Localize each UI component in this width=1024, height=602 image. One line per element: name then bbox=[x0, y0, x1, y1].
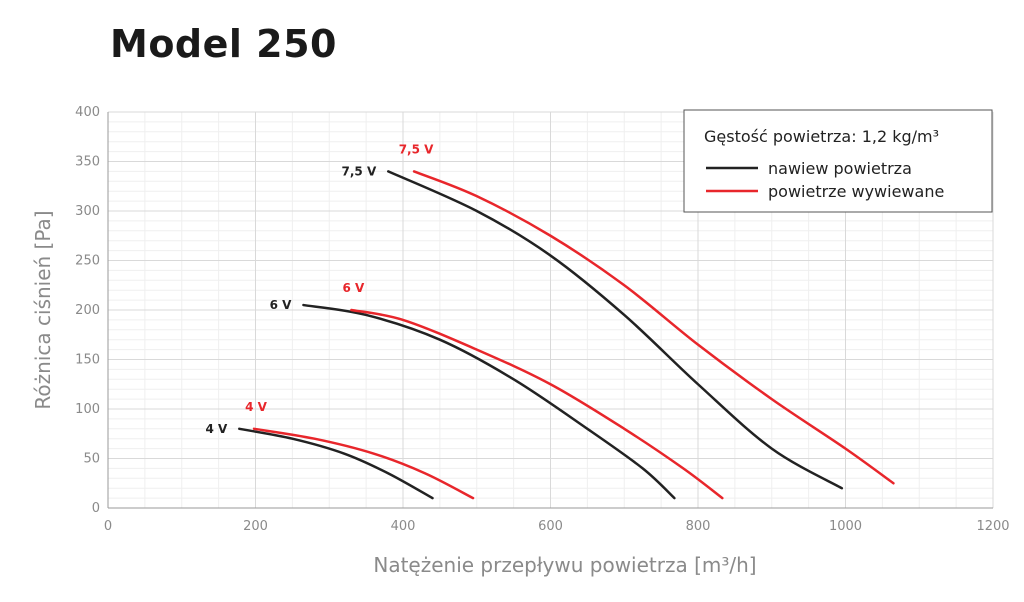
legend: Gęstość powietrza: 1,2 kg/m³ nawiew powi… bbox=[683, 109, 993, 213]
legend-box bbox=[683, 109, 993, 213]
series-line-supply-4 bbox=[238, 427, 434, 500]
tick-labels: 0 200 400 600 800 1000 1200 0 50 100 150 200 250 300 3… bbox=[75, 105, 1009, 534]
series-line-exhaust-6 bbox=[350, 308, 724, 500]
curve-label-supply-6: 6 V bbox=[270, 298, 293, 312]
curve-label-exhaust-75: 7,5 V bbox=[399, 142, 434, 156]
series-line-supply-75 bbox=[387, 170, 844, 490]
y-tick-label: 250 bbox=[75, 254, 100, 269]
chart-title: Model 250 bbox=[110, 22, 337, 66]
curve-label-exhaust-4: 4 V bbox=[245, 400, 268, 414]
series-line-supply-6 bbox=[302, 303, 676, 500]
x-axis-label: Natężenie przepływu powietrza [m³/h] bbox=[373, 553, 756, 577]
x-tick-label: 800 bbox=[686, 519, 711, 534]
x-tick-label: 1200 bbox=[976, 519, 1009, 534]
legend-title: Gęstość powietrza: 1,2 kg/m³ bbox=[704, 127, 939, 146]
axes bbox=[107, 112, 993, 509]
curve-label-exhaust-6: 6 V bbox=[342, 281, 365, 295]
series-line-exhaust-75 bbox=[412, 170, 895, 485]
y-tick-label: 50 bbox=[83, 452, 100, 467]
y-tick-label: 400 bbox=[75, 105, 100, 120]
x-tick-label: 600 bbox=[538, 519, 563, 534]
y-tick-label: 300 bbox=[75, 204, 100, 219]
legend-entry-exhaust: powietrze wywiewane bbox=[768, 182, 944, 201]
y-tick-label: 350 bbox=[75, 155, 100, 170]
series-lines bbox=[238, 170, 895, 500]
series-line-exhaust-4 bbox=[252, 427, 475, 500]
y-tick-label: 200 bbox=[75, 303, 100, 318]
legend-entry-supply: nawiew powietrza bbox=[768, 159, 912, 178]
x-tick-label: 200 bbox=[243, 519, 268, 534]
y-tick-label: 150 bbox=[75, 353, 100, 368]
curve-label-supply-75: 7,5 V bbox=[342, 164, 377, 178]
x-tick-label: 0 bbox=[104, 519, 112, 534]
y-tick-label: 0 bbox=[92, 501, 100, 516]
x-tick-label: 400 bbox=[391, 519, 416, 534]
y-axis-label: Różnica ciśnień [Pa] bbox=[31, 210, 55, 409]
x-tick-label: 1000 bbox=[829, 519, 862, 534]
curve-label-supply-4: 4 V bbox=[205, 422, 228, 436]
curve-labels: 7,5 V 7,5 V 6 V 6 V 4 V 4 V bbox=[205, 142, 434, 435]
y-tick-label: 100 bbox=[75, 402, 100, 417]
